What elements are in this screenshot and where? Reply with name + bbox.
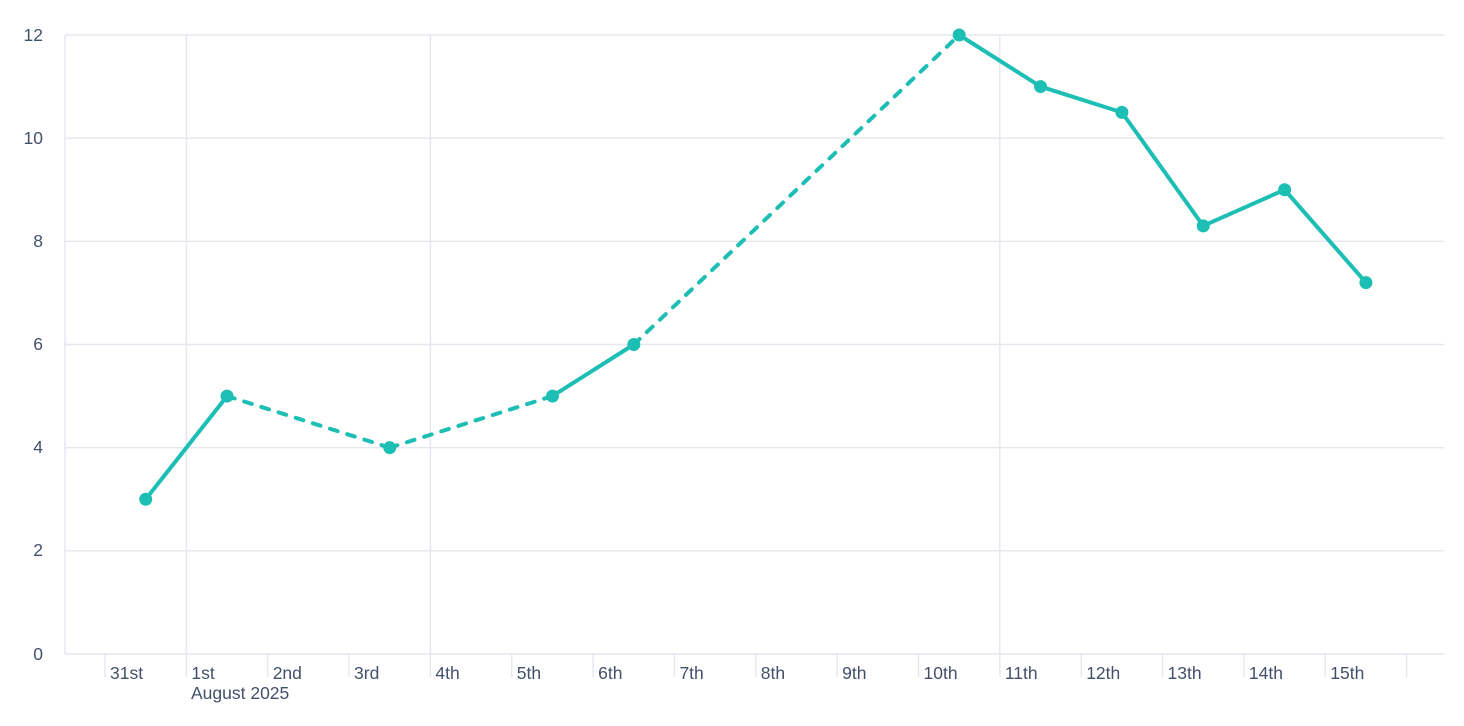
x-tick-label: 1st <box>191 663 215 683</box>
line-segment-solid <box>550 342 636 399</box>
y-tick-label: 12 <box>23 24 43 45</box>
x-tick-label: 3rd <box>354 663 380 683</box>
x-tick-label: 8th <box>760 663 786 683</box>
line-segment-dashed <box>631 33 962 347</box>
x-tick-label: 13th <box>1167 663 1202 683</box>
x-tick-label: 15th <box>1330 663 1365 683</box>
data-point[interactable] <box>139 492 153 506</box>
y-tick-label: 0 <box>33 643 43 664</box>
y-tick-label: 2 <box>33 540 43 561</box>
data-point[interactable] <box>383 441 397 455</box>
data-point[interactable] <box>627 338 641 351</box>
line-segment-solid <box>1201 187 1287 228</box>
x-tick-label: 12th <box>1086 663 1121 683</box>
x-tick-label: 7th <box>679 663 704 683</box>
x-tick-label: 4th <box>435 663 460 683</box>
data-point[interactable] <box>952 28 966 42</box>
line-segment-solid <box>1038 84 1124 115</box>
data-point[interactable] <box>1196 219 1210 233</box>
x-tick-label: 5th <box>516 663 542 683</box>
y-tick-label: 4 <box>33 437 43 458</box>
data-point[interactable] <box>1115 105 1129 119</box>
line-segment-solid <box>143 394 230 502</box>
line-segment-solid <box>957 33 1043 89</box>
x-tick-label: 11th <box>1004 663 1038 683</box>
y-tick-label: 8 <box>33 230 43 251</box>
data-point[interactable] <box>1278 183 1292 197</box>
data-point[interactable] <box>220 389 234 403</box>
x-tick-label: 6th <box>598 663 623 683</box>
month-label: August 2025 <box>191 683 290 703</box>
data-point[interactable] <box>1359 276 1373 290</box>
line-segment-solid <box>1119 110 1206 228</box>
y-tick-label: 6 <box>33 334 43 354</box>
x-tick-label: 9th <box>842 663 867 683</box>
data-point[interactable] <box>1034 80 1048 94</box>
line-segment-dashed <box>225 394 392 450</box>
line-segment-solid <box>1282 187 1368 285</box>
data-point[interactable] <box>545 389 559 403</box>
x-tick-label: 14th <box>1248 663 1283 683</box>
x-tick-label: 31st <box>110 663 144 683</box>
x-tick-label: 2nd <box>272 663 302 683</box>
y-tick-label: 10 <box>23 127 43 148</box>
x-tick-label: 10th <box>923 663 958 683</box>
line-segment-dashed <box>387 394 555 450</box>
